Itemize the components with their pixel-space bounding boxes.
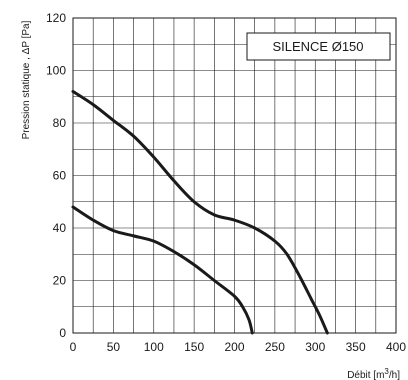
- y-tick-label: 60: [53, 169, 67, 183]
- x-tick-label: 200: [224, 340, 244, 354]
- y-tick-label: 20: [53, 274, 67, 288]
- x-tick-label: 350: [346, 340, 366, 354]
- x-tick-label: 0: [70, 340, 77, 354]
- x-tick-label: 300: [305, 340, 325, 354]
- legend-box: [246, 32, 391, 61]
- x-tick-label: 100: [144, 340, 164, 354]
- y-tick-label: 100: [46, 64, 66, 78]
- grid: [72, 17, 397, 334]
- x-tick-label: 150: [184, 340, 204, 354]
- x-tick-label: 250: [265, 340, 285, 354]
- series-line-lower: [71, 205, 254, 335]
- curves: [71, 90, 329, 335]
- x-axis-label-unit-end: /h]: [389, 370, 400, 380]
- legend-label: SILENCE Ø150: [272, 39, 363, 54]
- legend: SILENCE Ø150: [246, 32, 391, 61]
- x-axis-label: Débit [m3/h]: [347, 367, 400, 380]
- y-tick-label: 0: [59, 326, 66, 340]
- x-axis-label-exponent: 3: [384, 367, 389, 376]
- plot-frame: [72, 17, 397, 334]
- y-tick-label: 120: [46, 11, 66, 25]
- x-tick-label: 50: [107, 340, 121, 354]
- x-tick-label: 400: [386, 340, 406, 354]
- y-tick-label: 80: [53, 116, 67, 130]
- series-line-upper: [71, 90, 329, 335]
- tick-labels: 0 50 100 150 200 250 300 350 400 0 20 40 60 80 100 120: [46, 11, 406, 354]
- y-axis-label: Pression statique , ΔP [Pa]: [21, 20, 32, 139]
- y-tick-label: 40: [53, 221, 67, 235]
